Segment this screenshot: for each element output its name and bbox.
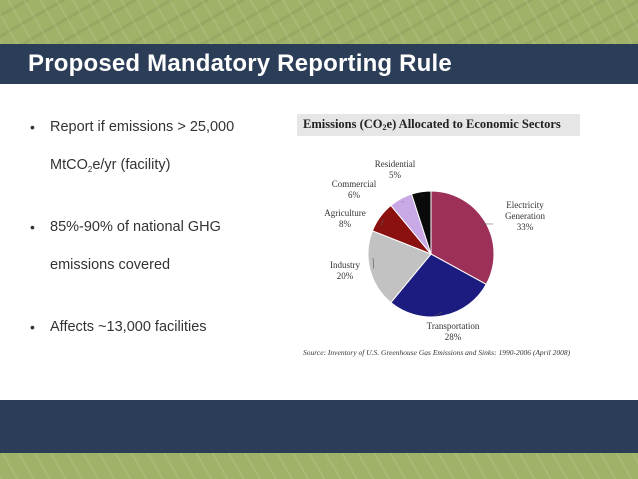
bottom-decorative-band (0, 453, 638, 479)
bullet-text: MtCO (50, 157, 88, 173)
top-decorative-band (0, 0, 638, 44)
bullet-item-emissions-threshold: • Report if emissions > 25,000 MtCO2e/yr… (30, 108, 275, 208)
bullet-text: 85%-90% of national GHG (50, 219, 221, 235)
bullet-item-facilities: • Affects ~13,000 facilities (30, 308, 275, 346)
chart-title-background (297, 114, 580, 136)
pie-slice-industry (367, 230, 432, 304)
bullet-text: emissions covered (50, 257, 171, 273)
bullet-icon: • (30, 119, 35, 135)
slice-name-label: Generation (505, 211, 545, 221)
pie-slice-electricity (430, 190, 495, 286)
slice-value-label: 33% (517, 222, 534, 232)
title-bar (0, 44, 638, 84)
chart-source: Source: Inventory of U.S. Greenhouse Gas… (303, 348, 571, 357)
bullet-icon: • (30, 219, 35, 235)
slice-value-label: 5% (389, 170, 402, 180)
slide-title: Proposed Mandatory Reporting Rule (28, 50, 452, 77)
bullet-item-coverage: • 85%-90% of national GHG emissions cove… (30, 208, 275, 308)
pie-slice-residential (410, 190, 432, 255)
pie-slice-transportation (390, 253, 487, 318)
leader-line (380, 219, 384, 227)
chart-title-text: e) Allocated to Economic Sectors (386, 117, 561, 131)
leader-line (434, 311, 443, 317)
bullet-text: Affects ~13,000 facilities (50, 319, 207, 335)
leader-line (372, 257, 375, 269)
bottom-bar (0, 400, 638, 453)
slice-name-label: Agriculture (324, 208, 365, 218)
chart-title-subscript: 2 (382, 123, 387, 132)
slice-name-label: Transportation (427, 321, 480, 331)
slice-name-label: Residential (375, 159, 416, 169)
slice-name-label: Electricity (506, 200, 544, 210)
slice-name-label: Commercial (332, 179, 377, 189)
slice-value-label: 8% (339, 219, 352, 229)
pie-chart-figure: Emissions (CO2e) Allocated to Economic S… (297, 108, 580, 368)
subscript: 2 (87, 165, 93, 174)
slice-value-label: 28% (445, 332, 462, 342)
bullet-icon: • (30, 319, 35, 335)
slice-name-label: Industry (330, 260, 360, 270)
bullet-list: • Report if emissions > 25,000 MtCO2e/yr… (30, 108, 275, 346)
slice-value-label: 20% (337, 271, 354, 281)
chart-title-text: Emissions (CO (303, 117, 383, 131)
bullet-text: Report if emissions > 25,000 (50, 119, 235, 135)
bullet-text: e/yr (facility) (92, 157, 171, 173)
slice-value-label: 6% (348, 190, 361, 200)
chart-title: Emissions (CO2e) Allocated to Economic S… (303, 117, 561, 132)
